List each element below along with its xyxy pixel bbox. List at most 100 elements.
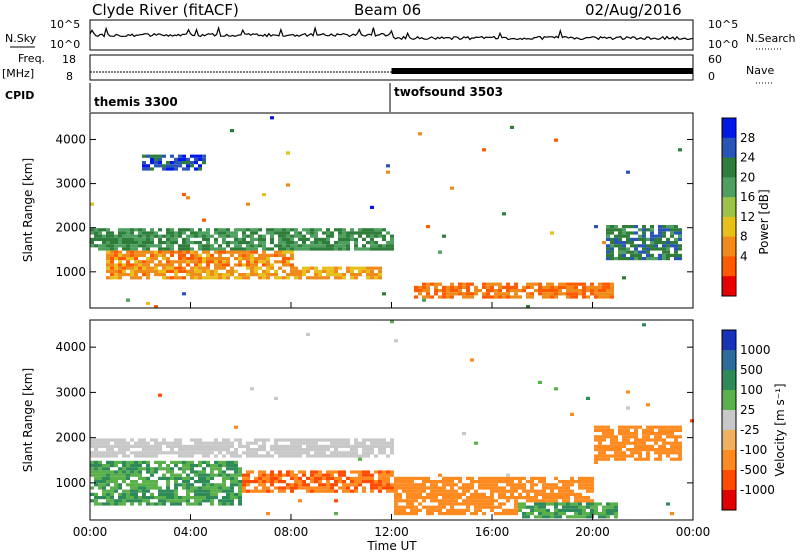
power-cell <box>298 234 302 238</box>
velocity-cell <box>558 492 562 496</box>
power-cell <box>150 253 154 257</box>
velocity-cell <box>334 438 338 442</box>
power-colorbar-swatch <box>722 137 736 159</box>
power-cell <box>158 263 162 267</box>
velocity-cell <box>322 473 326 477</box>
power-cell <box>346 231 350 235</box>
velocity-cell <box>122 444 126 448</box>
power-cell <box>222 257 226 261</box>
power-cell <box>242 263 246 267</box>
velocity-cell <box>582 496 586 500</box>
power-cell <box>610 225 614 229</box>
power-cell <box>650 225 654 229</box>
velocity-cell <box>206 480 210 484</box>
power-cell <box>382 247 386 251</box>
velocity-cell <box>546 502 550 506</box>
power-cell <box>170 244 174 248</box>
power-cell <box>114 276 118 280</box>
velocity-cell <box>98 473 102 477</box>
velocity-cell <box>266 489 270 493</box>
power-cell <box>150 250 154 254</box>
velocity-cell <box>202 489 206 493</box>
power-cell <box>334 241 338 245</box>
velocity-cell <box>498 476 502 480</box>
velocity-cell <box>386 444 390 448</box>
velocity-cell <box>350 451 354 455</box>
velocity-cell <box>382 441 386 445</box>
power-cell <box>118 237 122 241</box>
velocity-cell <box>586 505 590 509</box>
power-cell <box>314 276 318 280</box>
velocity-cell <box>110 473 114 477</box>
velocity-cell <box>554 505 558 509</box>
velocity-cell <box>414 505 418 509</box>
velocity-cell <box>622 451 626 455</box>
power-cell <box>450 292 454 296</box>
velocity-cell <box>98 483 102 487</box>
power-cell <box>350 269 354 273</box>
power-cell <box>278 253 282 257</box>
power-cell <box>270 263 274 267</box>
velocity-cell <box>146 444 150 448</box>
velocity-cell <box>622 444 626 448</box>
power-cell <box>234 244 238 248</box>
power-cell <box>166 263 170 267</box>
power-cell <box>666 250 670 254</box>
power-cell <box>358 266 362 270</box>
power-cell <box>518 295 522 299</box>
velocity-cell <box>494 512 498 516</box>
power-cell <box>258 253 262 257</box>
velocity-cell <box>122 489 126 493</box>
velocity-cell <box>190 454 194 458</box>
velocity-cell <box>202 486 206 490</box>
velocity-cell <box>390 444 394 448</box>
power-cell <box>110 260 114 264</box>
power-cell <box>222 276 226 280</box>
velocity-cell <box>382 470 386 474</box>
velocity-cell <box>594 435 598 439</box>
velocity-cell <box>198 460 202 464</box>
velocity-cell <box>326 454 330 458</box>
power-cell <box>170 231 174 235</box>
velocity-cell <box>574 515 578 519</box>
velocity-colorbar-tick-label: -25 <box>740 423 760 437</box>
velocity-cell <box>194 486 198 490</box>
power-cell <box>642 228 646 232</box>
power-cell <box>118 234 122 238</box>
power-cell <box>242 273 246 277</box>
power-cell <box>626 234 630 238</box>
velocity-cell <box>594 460 598 464</box>
velocity-cell <box>486 486 490 490</box>
power-cell <box>126 257 130 261</box>
velocity-cell <box>214 460 218 464</box>
power-cell <box>102 234 106 238</box>
power-cell <box>134 237 138 241</box>
velocity-cell <box>330 438 334 442</box>
power-cell <box>178 260 182 264</box>
velocity-cell <box>266 480 270 484</box>
power-cell <box>674 244 678 248</box>
velocity-cell <box>306 454 310 458</box>
velocity-cell <box>474 480 478 484</box>
velocity-cell <box>166 492 170 496</box>
velocity-cell <box>130 464 134 468</box>
velocity-cell <box>178 438 182 442</box>
velocity-cell <box>338 470 342 474</box>
velocity-cell <box>222 444 226 448</box>
velocity-cell <box>170 441 174 445</box>
nsky-trace-line <box>89 25 693 41</box>
velocity-cell <box>574 496 578 500</box>
power-cell <box>178 231 182 235</box>
velocity-cell <box>630 441 634 445</box>
velocity-cell <box>162 502 166 506</box>
velocity-cell <box>630 425 634 429</box>
velocity-cell <box>530 508 534 512</box>
power-cell <box>154 253 158 257</box>
power-cell <box>486 292 490 296</box>
power-cell <box>162 266 166 270</box>
velocity-cell <box>362 448 366 452</box>
velocity-cell <box>134 492 138 496</box>
velocity-cell <box>122 502 126 506</box>
power-cell <box>486 285 490 289</box>
velocity-cell <box>238 499 242 503</box>
